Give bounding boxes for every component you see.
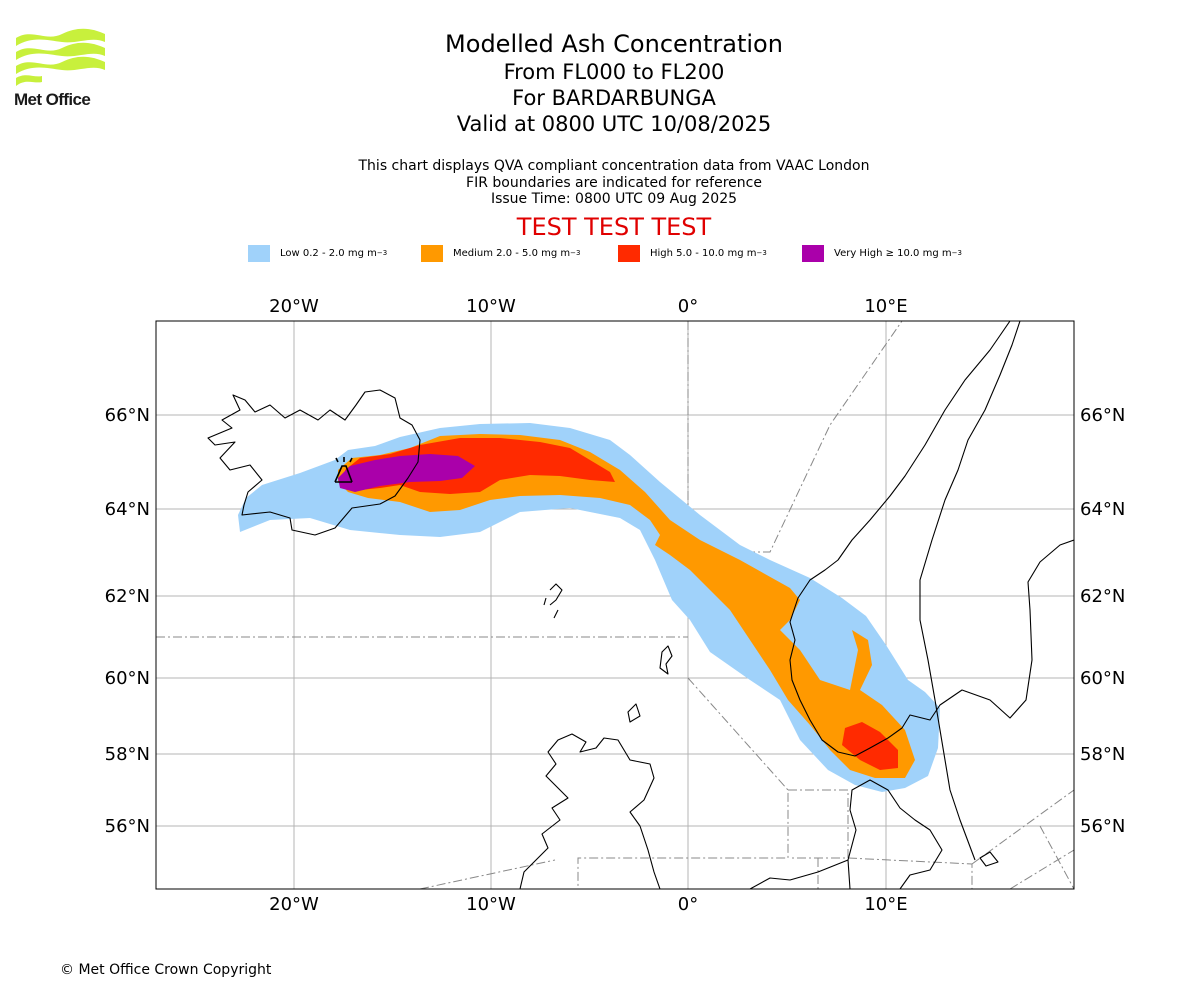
lat-label-left-58: 58°N [105,744,150,765]
lat-label-right-58: 58°N [1080,744,1125,765]
logo-text: Met Office [14,90,91,109]
legend-swatch-medium [421,244,443,262]
lat-label-left-66: 66°N [105,405,150,426]
gridlines [156,321,1074,889]
lat-label-right-56: 56°N [1080,816,1125,837]
lon-label-bottom-0: 0° [678,894,698,915]
baltic-island [979,851,999,867]
lon-label-top-20w: 20°W [269,296,319,317]
chart-notes: This chart displays QVA compliant concen… [314,158,914,208]
lat-label-left-64: 64°N [105,499,150,520]
lat-label-left-62: 62°N [105,586,150,607]
chart-title: Modelled Ash Concentration [445,30,783,58]
copyright: © Met Office Crown Copyright [60,962,272,978]
denmark-coast [847,779,943,889]
lon-label-bottom-10w: 10°W [466,894,516,915]
faroe-coast [543,583,563,619]
legend-label-high: High 5.0 - 10.0 mg m [650,247,757,259]
lat-label-right-60: 60°N [1080,668,1125,689]
legend-unit-medium: −3 [570,249,581,257]
met-office-logo: Met Office [12,28,112,109]
lon-label-top-0: 0° [678,296,698,317]
lon-label-top-10e: 10°E [864,296,907,317]
ash-low [238,423,940,792]
legend-item-low: Low 0.2 - 2.0 mg m −3 [248,243,387,263]
legend-swatch-very-high [802,244,824,262]
orkney-coast [627,703,641,723]
norway-coast [789,321,1074,757]
legend-swatch-low [248,244,270,262]
note-fir: FIR boundaries are indicated for referen… [466,174,762,191]
volcano-name: For BARDARBUNGA [512,86,716,110]
legend-label-very-high: Very High ≥ 10.0 mg m [834,247,952,259]
lat-label-right-62: 62°N [1080,586,1125,607]
map-frame [155,320,1075,890]
fir-boundaries [156,321,1074,889]
chart-header: Modelled Ash Concentration From FL000 to… [314,30,914,137]
flight-levels: From FL000 to FL200 [503,60,725,84]
ash-very-high [338,454,475,492]
lat-label-right-64: 64°N [1080,499,1125,520]
iceland-coast [207,389,421,536]
legend-item-medium: Medium 2.0 - 5.0 mg m −3 [421,243,580,263]
lon-label-bottom-10e: 10°E [864,894,907,915]
shetland-coast [659,645,673,675]
test-banner: TEST TEST TEST [516,213,712,241]
germany-coast [749,859,849,889]
legend-label-medium: Medium 2.0 - 5.0 mg m [453,247,571,259]
volcano-icon [334,457,353,483]
lat-label-left-60: 60°N [105,668,150,689]
lat-label-left-56: 56°N [105,816,150,837]
legend-unit-high: −3 [756,249,767,257]
legend-item-very-high: Very High ≥ 10.0 mg m −3 [802,243,962,263]
axis-labels: 20°W 10°W 0° 10°E 20°W 10°W 0° 10°E 66°N… [105,296,1126,915]
scotland-coast [519,733,661,889]
issue-time: Issue Time: 0800 UTC 09 Aug 2025 [490,191,738,207]
legend-label-low: Low 0.2 - 2.0 mg m [280,247,377,259]
lon-label-bottom-20w: 20°W [269,894,319,915]
sweden-coast [919,321,1021,861]
met-office-wave-icon [16,28,105,86]
lat-label-right-66: 66°N [1080,405,1125,426]
note-qva: This chart displays QVA compliant concen… [358,158,870,174]
legend: Low 0.2 - 2.0 mg m −3 Medium 2.0 - 5.0 mg… [0,243,1200,263]
legend-swatch-high [618,244,640,262]
ash-high-south [842,722,898,770]
legend-item-high: High 5.0 - 10.0 mg m −3 [618,243,767,263]
valid-time: Valid at 0800 UTC 10/08/2025 [456,112,772,136]
legend-unit-very-high: −3 [951,249,962,257]
coastlines [207,321,1074,889]
lon-label-top-10w: 10°W [466,296,516,317]
legend-unit-low: −3 [376,249,388,257]
